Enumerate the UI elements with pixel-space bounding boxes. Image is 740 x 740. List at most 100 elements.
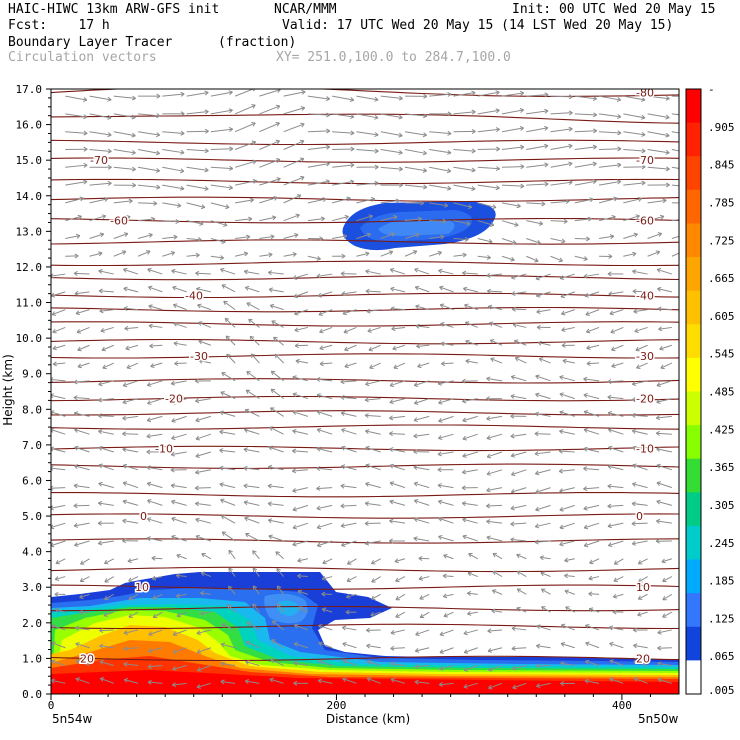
vector-head — [97, 413, 102, 419]
vector-arrow — [196, 288, 211, 293]
contour-label: -70 — [636, 154, 654, 167]
vector-arrow — [346, 576, 357, 582]
vector-head — [487, 648, 493, 653]
vector-head — [219, 429, 224, 435]
vector-arrow — [316, 504, 333, 510]
vector-head — [560, 661, 565, 667]
vector-head — [107, 148, 112, 154]
vector-arrow — [123, 663, 139, 667]
vector-head — [418, 575, 424, 581]
vector-head — [437, 250, 442, 256]
vector-head — [565, 199, 570, 205]
vector-head — [608, 427, 613, 433]
vector-head — [75, 677, 80, 682]
vector-head — [496, 146, 501, 152]
vector-arrow — [137, 149, 160, 155]
vector-arrow — [535, 487, 551, 493]
vector-arrow — [658, 326, 672, 330]
vector-arrow — [671, 252, 679, 257]
vector-arrow — [623, 149, 646, 152]
vector-arrow — [283, 158, 305, 168]
vector-head — [75, 642, 80, 647]
vector-arrow — [235, 218, 252, 222]
vector-head — [486, 471, 491, 476]
vector-head — [371, 578, 376, 583]
vector-arrow — [404, 184, 427, 188]
colorbar-swatch — [686, 660, 701, 695]
vector-head — [104, 595, 109, 601]
vector-arrow — [176, 593, 187, 597]
vector-head — [291, 448, 297, 454]
vector-head — [228, 90, 233, 96]
vector-head — [461, 398, 467, 404]
colorbar-label: .485 — [708, 386, 735, 399]
vector-head — [252, 603, 257, 608]
vector-head — [52, 328, 57, 334]
vector-arrow — [65, 113, 88, 118]
vector-head — [589, 559, 594, 565]
vector-head — [616, 114, 622, 119]
vector-head — [364, 520, 369, 526]
vector-arrow — [122, 415, 139, 419]
vector-head — [51, 292, 56, 298]
vector-head — [172, 285, 177, 291]
vector-head — [128, 577, 133, 583]
temperature-contour — [51, 584, 679, 590]
vector-arrow — [510, 538, 527, 542]
vector-arrow — [137, 250, 151, 257]
vector-arrow — [599, 148, 622, 150]
vector-head — [612, 593, 618, 599]
colorbar-label: .605 — [708, 310, 735, 323]
vector-head — [583, 393, 588, 398]
vector-head — [128, 613, 133, 618]
vector-arrow — [516, 570, 527, 577]
vector-arrow — [453, 237, 469, 241]
vector-arrow — [440, 322, 454, 328]
vector-arrow — [599, 131, 622, 134]
vector-arrow — [415, 286, 430, 293]
temperature-contour — [51, 538, 679, 544]
vector-head — [631, 381, 637, 387]
vector-head — [318, 641, 323, 647]
vector-head — [77, 214, 82, 220]
contour-label: 0 — [636, 510, 643, 523]
vector-head — [657, 306, 662, 312]
vector-arrow — [632, 483, 648, 489]
vector-head — [492, 570, 497, 576]
vector-head — [563, 218, 568, 224]
vector-head — [228, 127, 234, 132]
vector-head — [244, 516, 249, 522]
vector-head — [291, 468, 297, 474]
vector-head — [657, 232, 663, 237]
init-time: Init: 00 UTC Wed 20 May 15 — [512, 2, 716, 17]
vector-head — [107, 114, 112, 120]
vector-arrow — [370, 611, 381, 616]
vector-arrow — [319, 344, 333, 350]
vector-head — [148, 631, 153, 637]
vector-head — [635, 346, 640, 352]
vector-arrow — [98, 398, 114, 401]
vector-head — [268, 534, 273, 540]
vector-arrow — [647, 149, 670, 154]
vector-head — [73, 379, 78, 385]
colorbar-frame — [685, 88, 702, 695]
vector-arrow — [512, 665, 527, 670]
vector-head — [414, 285, 420, 291]
vector-head — [374, 164, 379, 170]
vector-arrow — [390, 629, 406, 634]
vector-arrow — [671, 113, 679, 116]
vector-arrow — [574, 198, 594, 204]
vector-head — [343, 329, 348, 334]
vector-arrow — [274, 353, 285, 364]
vector-head — [389, 518, 394, 524]
vector-head — [471, 109, 476, 115]
vector-head — [510, 256, 515, 262]
vector-head — [510, 452, 516, 458]
vector-head — [98, 445, 103, 451]
vector-arrow — [395, 576, 406, 582]
vector-arrow — [89, 252, 103, 257]
vector-head — [171, 516, 176, 522]
vector-head — [268, 270, 273, 276]
vector-head — [419, 595, 424, 600]
vector-arrow — [559, 273, 575, 280]
